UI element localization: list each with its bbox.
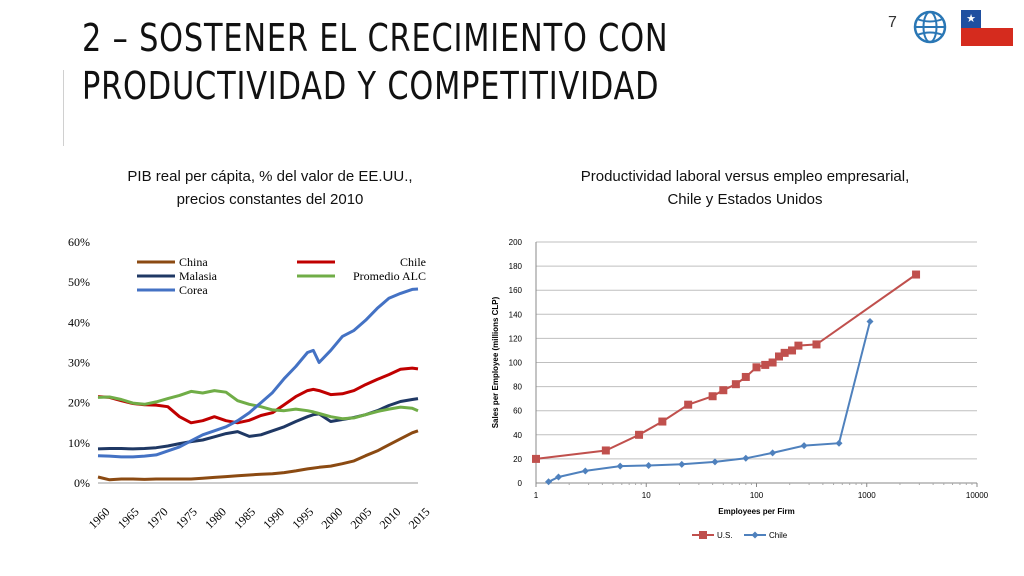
chart1-legend-label-china: China xyxy=(179,255,208,269)
chart2-xtick-label: 1 xyxy=(534,491,539,500)
chart2-y-axis-label: Sales per Employee (millions CLP) xyxy=(491,296,500,428)
chart1-title-line-2: precios constantes del 2010 xyxy=(176,191,364,208)
chart1-legend-label-corea: Corea xyxy=(179,283,208,297)
chart2-point-us xyxy=(708,392,717,401)
chart2-point-us xyxy=(761,360,770,369)
chart1-series-china xyxy=(97,429,419,482)
chart2-xtick-label: 10000 xyxy=(966,491,989,500)
chart2-ytick-label: 120 xyxy=(509,334,523,343)
title-accent-divider xyxy=(63,70,64,146)
chart1-series-promedio-alc xyxy=(97,389,419,421)
chart2-point-us xyxy=(731,380,740,389)
chart1-ytick-label: 0% xyxy=(74,476,90,490)
chart2-point-chile xyxy=(742,454,750,462)
chart2-ytick-label: 200 xyxy=(509,238,523,247)
chart2-point-us xyxy=(719,386,728,395)
chart2-point-chile xyxy=(555,473,563,481)
chart2-ytick-label: 40 xyxy=(513,431,522,440)
chart1-legend-label-promedio-alc: Promedio ALC xyxy=(353,269,426,283)
chart2-point-us xyxy=(768,358,777,367)
chart2-title-line-1: Productividad laboral versus empleo empr… xyxy=(580,168,910,185)
chart2-point-us xyxy=(684,400,693,409)
chart2-ytick-label: 20 xyxy=(513,455,522,464)
chart2-point-chile xyxy=(800,442,808,450)
chart2-point-us xyxy=(752,363,761,372)
chart2-ytick-label: 60 xyxy=(513,407,522,416)
chart2-point-us xyxy=(658,417,667,426)
chart2-point-chile xyxy=(645,462,653,470)
chart1-title-line-1: PIB real per cápita, % del valor de EE.U… xyxy=(127,168,413,185)
chart2-xtick-label: 100 xyxy=(750,491,764,500)
chart2-legend-marker-us xyxy=(699,531,707,539)
chart2-title: Productividad laboral versus empleo empr… xyxy=(520,165,970,211)
chart1-ytick-label: 20% xyxy=(68,396,90,410)
chart2-xtick-label: 1000 xyxy=(858,491,876,500)
chart2-xtick-label: 10 xyxy=(642,491,651,500)
chart2-point-chile xyxy=(616,462,624,470)
chart2-point-chile xyxy=(678,460,686,468)
chart2-point-chile xyxy=(711,458,719,466)
chart2-ytick-label: 140 xyxy=(509,310,523,319)
chart2-point-us xyxy=(788,346,797,355)
slide-title-line-1: 2 – SOSTENER EL CRECIMIENTO CON xyxy=(82,16,669,60)
chile-flag-icon: ★ xyxy=(961,10,1013,46)
chart1-ytick-label: 50% xyxy=(68,275,90,289)
chart2-point-us xyxy=(532,454,540,463)
chart2-series-chile xyxy=(548,321,871,483)
chart1-ytick-label: 10% xyxy=(68,436,90,450)
chart2-point-us xyxy=(741,372,750,381)
chart2-legend-marker-chile xyxy=(751,531,759,539)
page-number: 7 xyxy=(888,14,897,31)
chart1-series-chile xyxy=(97,366,419,425)
chart1-series-corea xyxy=(97,287,419,459)
chart2-x-axis-label: Employees per Firm xyxy=(718,507,794,516)
chart2-point-us xyxy=(912,270,921,279)
chart1-ytick-label: 40% xyxy=(68,315,90,329)
chart2-point-chile xyxy=(769,449,777,457)
slide-title-line-2: PRODUCTIVIDAD Y COMPETITIVIDAD xyxy=(82,64,660,108)
chart2-point-chile xyxy=(545,478,553,486)
chart2-point-us xyxy=(794,341,803,350)
chart1-title: PIB real per cápita, % del valor de EE.U… xyxy=(60,165,480,211)
chart2-ytick-label: 180 xyxy=(509,262,523,271)
chart2-point-chile xyxy=(581,467,589,475)
chart2-ytick-label: 160 xyxy=(509,286,523,295)
chart2-point-chile xyxy=(866,318,874,326)
chart2-point-us xyxy=(601,446,610,455)
chart1-ytick-label: 60% xyxy=(68,235,90,249)
chart2-point-us xyxy=(775,352,784,361)
chart2-ytick-label: 100 xyxy=(509,359,523,368)
chart2-point-us xyxy=(812,340,821,349)
chart2-legend-label-chile: Chile xyxy=(769,531,788,540)
chart2-legend-label-us: U.S. xyxy=(717,531,733,540)
chart2-point-us xyxy=(635,430,644,439)
chart2-ytick-label: 0 xyxy=(518,479,523,488)
chart2-point-us xyxy=(780,348,789,357)
chart2-point-chile xyxy=(835,439,843,447)
chart1-legend-label-chile: Chile xyxy=(400,255,426,269)
world-bank-globe-icon xyxy=(913,10,947,44)
slide-title: 2 – SOSTENER EL CRECIMIENTO CON PRODUCTI… xyxy=(82,14,738,110)
chart2-title-line-2: Chile y Estados Unidos xyxy=(667,191,823,208)
chart2-ytick-label: 80 xyxy=(513,383,522,392)
chart1-legend-label-malasia: Malasia xyxy=(179,269,218,283)
chart1-ytick-label: 30% xyxy=(68,356,90,370)
